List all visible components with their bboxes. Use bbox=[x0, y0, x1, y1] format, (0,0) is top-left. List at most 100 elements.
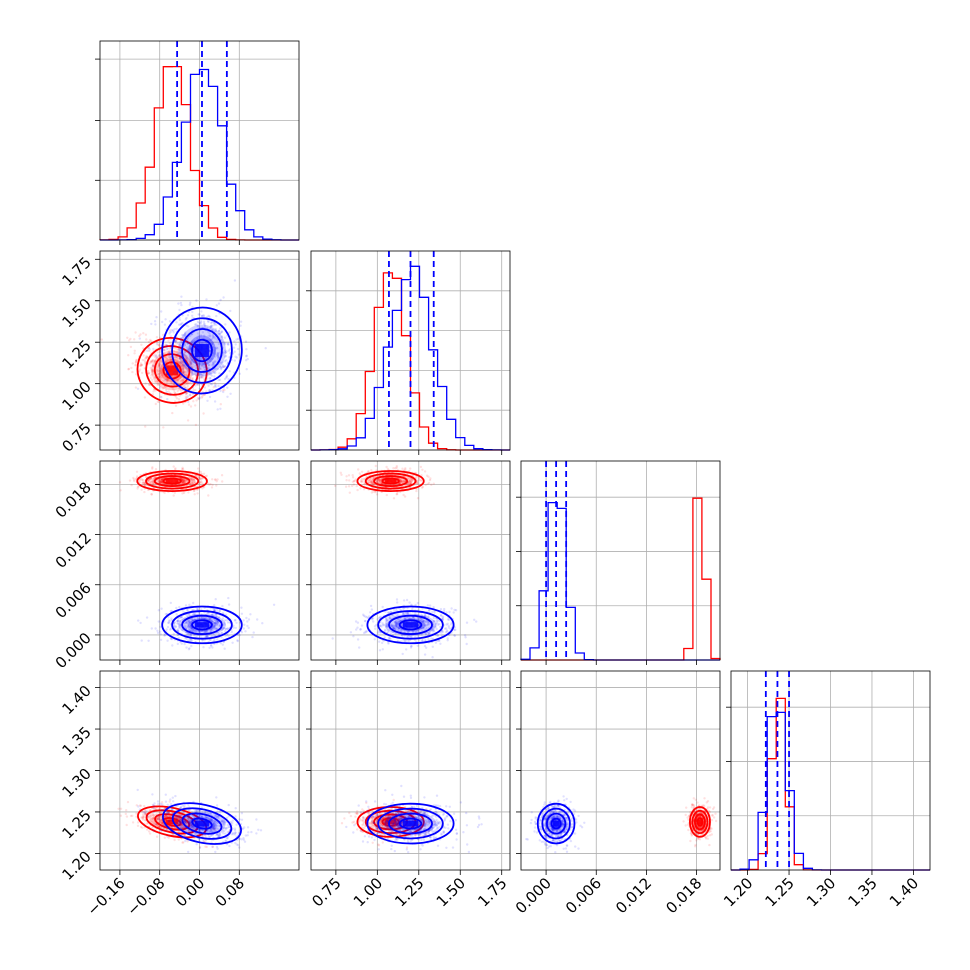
red-contour bbox=[373, 475, 409, 487]
sample-point bbox=[174, 340, 177, 343]
sample-point bbox=[189, 382, 193, 385]
sample-point bbox=[176, 342, 180, 345]
sample-point bbox=[181, 363, 185, 367]
sample-point bbox=[182, 810, 186, 814]
sample-point bbox=[395, 493, 398, 496]
sample-point bbox=[212, 346, 215, 349]
sample-point bbox=[197, 334, 200, 337]
sample-point bbox=[210, 613, 214, 616]
sample-point bbox=[389, 617, 392, 620]
sample-point bbox=[200, 815, 204, 819]
sample-point bbox=[169, 363, 173, 366]
sample-point bbox=[187, 350, 191, 353]
sample-point bbox=[184, 839, 187, 843]
sample-point bbox=[215, 824, 218, 827]
sample-point bbox=[191, 482, 194, 485]
sample-point bbox=[198, 481, 202, 484]
sample-point bbox=[143, 804, 146, 808]
sample-point bbox=[181, 477, 184, 481]
sample-point bbox=[214, 613, 217, 616]
sample-point bbox=[135, 470, 139, 473]
red-contour bbox=[153, 353, 191, 388]
sample-point bbox=[381, 641, 384, 645]
sample-point bbox=[145, 338, 148, 341]
sample-point bbox=[430, 637, 433, 640]
sample-point bbox=[149, 338, 152, 342]
sample-point bbox=[208, 395, 212, 399]
sample-point bbox=[181, 481, 184, 484]
sample-point bbox=[189, 824, 192, 827]
sample-point bbox=[396, 622, 400, 625]
sample-point bbox=[168, 347, 171, 350]
sample-point bbox=[379, 478, 382, 481]
sample-point bbox=[151, 821, 154, 824]
sample-point bbox=[207, 334, 210, 338]
sample-point bbox=[356, 626, 359, 629]
sample-point bbox=[163, 491, 166, 495]
sample-point bbox=[223, 343, 226, 346]
sample-point bbox=[157, 343, 160, 346]
sample-point bbox=[136, 485, 140, 489]
sample-point bbox=[176, 352, 179, 355]
sample-point bbox=[339, 471, 342, 474]
sample-point bbox=[208, 350, 211, 354]
sample-point bbox=[439, 614, 443, 617]
sample-point bbox=[208, 624, 211, 627]
sample-point bbox=[370, 479, 374, 483]
red-density-peak bbox=[166, 479, 179, 483]
sample-point bbox=[177, 636, 180, 640]
sample-point bbox=[209, 377, 212, 380]
sample-point bbox=[217, 616, 220, 619]
sample-point bbox=[140, 816, 143, 819]
sample-point bbox=[152, 816, 155, 820]
sample-point bbox=[211, 343, 214, 346]
red-contour bbox=[136, 470, 208, 493]
sample-point bbox=[424, 614, 427, 617]
sample-point bbox=[223, 377, 227, 381]
sample-point bbox=[218, 616, 221, 619]
sample-point bbox=[216, 352, 220, 355]
sample-point bbox=[392, 625, 395, 628]
sample-point bbox=[230, 630, 233, 634]
sample-point bbox=[432, 629, 436, 632]
sample-point bbox=[181, 480, 184, 483]
sample-point bbox=[424, 624, 427, 627]
sample-point bbox=[129, 337, 132, 341]
sample-point bbox=[185, 324, 188, 327]
sample-point bbox=[196, 617, 200, 620]
sample-point bbox=[394, 621, 397, 625]
sample-point bbox=[190, 627, 193, 630]
sample-point bbox=[424, 632, 428, 636]
sample-point bbox=[401, 652, 404, 656]
sample-point bbox=[226, 627, 229, 630]
sample-point bbox=[190, 476, 193, 480]
sample-point bbox=[160, 478, 164, 481]
sample-point bbox=[196, 356, 199, 359]
sample-point bbox=[197, 809, 200, 812]
sample-point bbox=[157, 817, 160, 821]
sample-point bbox=[165, 344, 169, 347]
sample-point bbox=[463, 634, 467, 637]
sample-point bbox=[163, 349, 166, 352]
sample-point bbox=[172, 331, 175, 334]
sample-point bbox=[395, 622, 399, 625]
sample-point bbox=[380, 625, 383, 628]
sample-point bbox=[387, 636, 391, 639]
sample-point bbox=[217, 342, 220, 346]
sample-point bbox=[194, 384, 197, 387]
sample-point bbox=[179, 337, 182, 340]
sample-point bbox=[188, 334, 192, 338]
sample-point bbox=[180, 477, 183, 481]
sample-point bbox=[385, 618, 389, 622]
sample-point bbox=[359, 628, 362, 631]
sample-point bbox=[418, 618, 421, 621]
sample-point bbox=[360, 481, 363, 484]
sample-point bbox=[363, 483, 366, 486]
sample-point bbox=[148, 809, 151, 812]
blue-contour bbox=[171, 610, 233, 640]
sample-point bbox=[441, 618, 445, 621]
sample-point bbox=[331, 637, 334, 640]
sample-point bbox=[183, 366, 186, 370]
sample-point bbox=[211, 337, 214, 340]
sample-point bbox=[179, 615, 183, 619]
